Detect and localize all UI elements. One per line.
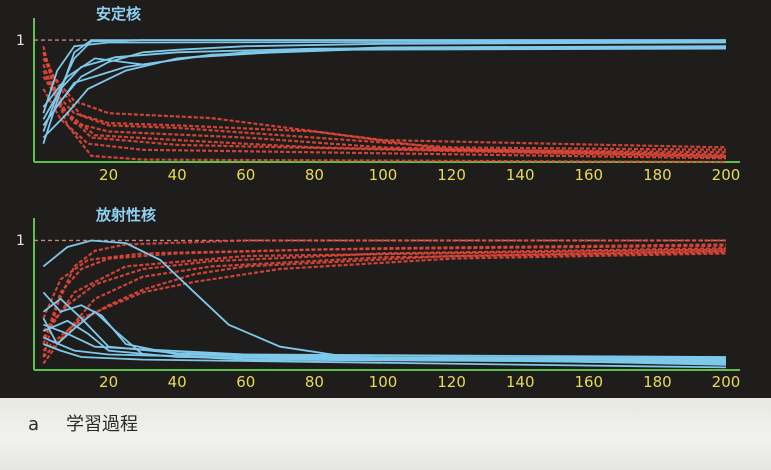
x-tick-label: 140 [506, 373, 535, 391]
figure-caption: a 学習過程 [28, 410, 138, 436]
learned-line-2-6 [43, 343, 727, 369]
x-tick-label: 20 [99, 373, 118, 391]
learned-line-2-1 [42, 239, 727, 361]
output-line-1-2 [42, 51, 727, 154]
output-line-1-5 [42, 76, 727, 157]
x-tick-label: 40 [168, 166, 187, 184]
learned-line-2-2 [42, 291, 727, 360]
x-tick-label: 200 [712, 373, 741, 391]
output-line-2-3 [42, 247, 727, 332]
x-tick-label: 80 [305, 373, 324, 391]
panel-title-1: 安定核 [96, 5, 141, 23]
output-line-2-5 [42, 251, 727, 365]
learned-line-1-2 [42, 39, 726, 144]
x-tick-label: 80 [305, 166, 324, 184]
x-tick-label: 20 [99, 166, 118, 184]
y-tick-label-2: 1 [16, 233, 25, 249]
learned-line-1-6 [42, 47, 727, 108]
output-line-2-4 [42, 249, 727, 352]
output-line-2-1 [42, 239, 726, 358]
learned-line-1-1 [42, 39, 726, 132]
x-tick-label: 60 [236, 373, 255, 391]
x-tick-label: 200 [712, 166, 741, 184]
panel-title-2: 放射性核 [95, 206, 156, 224]
output-line-1-8 [42, 70, 727, 159]
output-line-2-6 [42, 243, 727, 319]
chart-panel: 1 安定核 20 40 60 80 100 120 140 160 180 200 1 放射性核 20 40 6… [0, 0, 771, 398]
x-tick-label: 160 [574, 373, 603, 391]
caption-text: 学習過程 [66, 414, 138, 435]
x-tick-label: 140 [506, 166, 535, 184]
output-line-2-7 [42, 248, 727, 339]
x-tick-label: 100 [369, 166, 398, 184]
x-tick-label: 100 [369, 373, 398, 391]
x-tick-label: 120 [437, 166, 466, 184]
output-line-1-7 [42, 51, 727, 149]
learned-line-2-7 [43, 323, 727, 358]
x-tick-label: 180 [643, 166, 672, 184]
learned-line-1-8 [42, 46, 727, 126]
y-tick-label-1: 1 [16, 33, 25, 49]
caption-letter: a [28, 414, 40, 435]
caption-area [0, 398, 771, 470]
x-tick-label: 60 [236, 166, 255, 184]
learned-line-1-7 [42, 40, 727, 114]
x-tick-label: 180 [643, 373, 672, 391]
learned-line-1-4 [42, 45, 727, 139]
learned-line-1-5 [42, 46, 727, 120]
output-line-1-3 [42, 57, 727, 151]
x-tick-label: 160 [574, 166, 603, 184]
chart-svg: 1 安定核 20 40 60 80 100 120 140 160 180 200 1 放射性核 20 40 6… [16, 5, 741, 391]
output-line-1-6 [42, 88, 727, 160]
x-tick-label: 40 [168, 373, 187, 391]
learned-line-2-3 [42, 310, 727, 364]
x-tick-label: 120 [437, 373, 466, 391]
learned-line-2-8 [43, 336, 727, 362]
